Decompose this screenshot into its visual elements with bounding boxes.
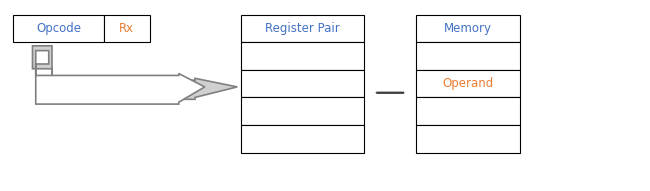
Bar [104, 15, 150, 42]
Bar [13, 15, 104, 42]
Bar [240, 15, 364, 42]
Text: Register Pair: Register Pair [265, 22, 339, 35]
Bar [240, 70, 364, 97]
Polygon shape [32, 46, 237, 99]
Bar [416, 15, 520, 42]
Text: Memory: Memory [444, 22, 492, 35]
Bar [416, 42, 520, 70]
Bar [240, 97, 364, 125]
Polygon shape [36, 51, 205, 104]
Text: Opcode: Opcode [36, 22, 81, 35]
Text: Operand: Operand [443, 77, 493, 90]
Text: Rx: Rx [119, 22, 135, 35]
Bar [416, 70, 520, 97]
Bar [240, 125, 364, 153]
Bar [416, 125, 520, 153]
Bar [240, 42, 364, 70]
Bar [416, 97, 520, 125]
